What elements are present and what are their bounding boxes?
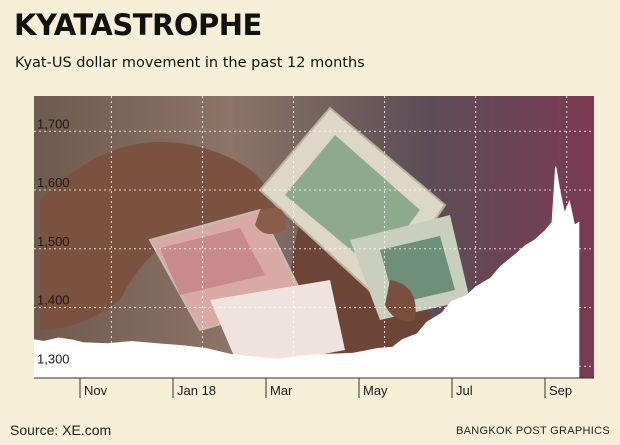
page-subtitle: Kyat-US dollar movement in the past 12 m… (15, 55, 365, 71)
y-tick-label: 1,500 (37, 234, 70, 249)
x-tick-label: Sep (549, 383, 572, 398)
page-title: KYATASTROPHE (14, 8, 262, 42)
source-note: Source: XE.com (10, 422, 112, 438)
x-tick-label: Mar (270, 383, 293, 398)
exchange-rate-area (34, 166, 580, 378)
x-tick-label: Jan 18 (177, 383, 216, 398)
x-tick-label: Jul (456, 383, 473, 398)
x-tick-label: Nov (84, 383, 108, 398)
y-axis: 1,300 1,400 1,500 1,600 1,700 (37, 116, 70, 366)
x-axis: Nov Jan 18 Mar May Jul Sep (79, 378, 572, 398)
graphics-credit: BANGKOK POST GRAPHICS (455, 425, 610, 437)
y-tick-label: 1,700 (37, 116, 70, 131)
banknote-photo (34, 96, 594, 378)
y-tick-label: 1,300 (37, 351, 70, 366)
x-tick-label: May (363, 383, 388, 398)
exchange-rate-line (33, 166, 580, 360)
y-tick-label: 1,400 (37, 293, 70, 308)
y-tick-label: 1,600 (37, 175, 70, 190)
